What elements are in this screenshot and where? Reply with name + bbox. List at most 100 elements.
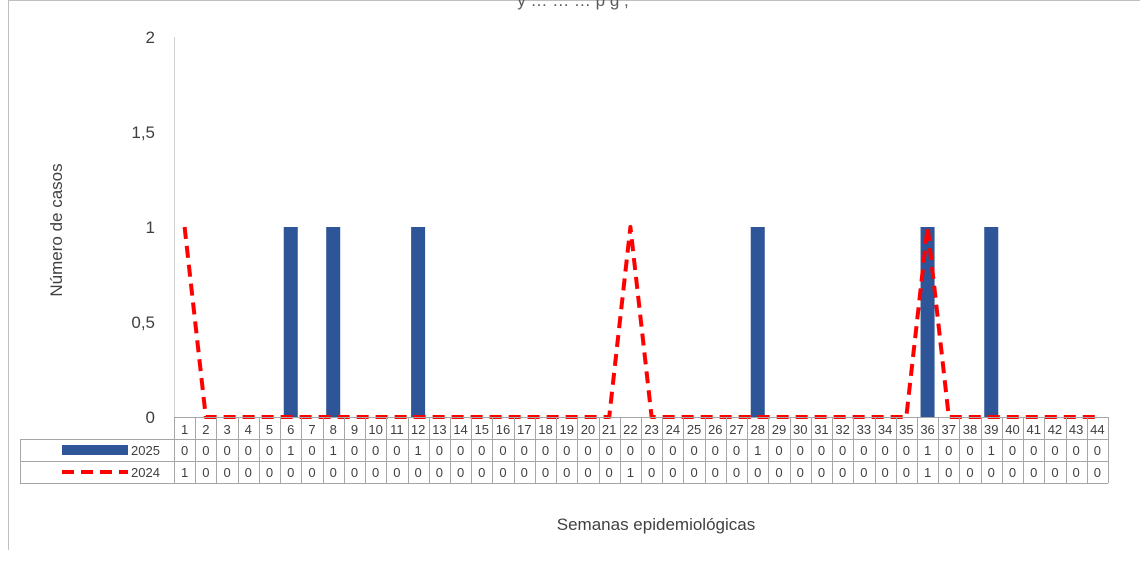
table-value: 0 bbox=[499, 465, 506, 480]
table-value: 0 bbox=[584, 465, 591, 480]
table-value: 0 bbox=[881, 465, 888, 480]
table-value: 0 bbox=[584, 443, 591, 458]
x-tick-label: 44 bbox=[1090, 422, 1104, 437]
bar-2025 bbox=[984, 227, 999, 417]
data-table: 1 2 3 4 5 6 7 8 9 10 11 12 13 14 15 16 17 18 19 20 21 22 23 24 2… bbox=[20, 417, 1109, 484]
table-value: 0 bbox=[202, 465, 209, 480]
table-value: 0 bbox=[266, 465, 273, 480]
x-tick-label: 27 bbox=[729, 422, 743, 437]
table-value: 1 bbox=[988, 443, 995, 458]
table-value: 0 bbox=[1094, 443, 1101, 458]
table-value: 0 bbox=[351, 465, 358, 480]
x-tick-label: 18 bbox=[538, 422, 552, 437]
x-tick-label: 31 bbox=[814, 422, 828, 437]
x-tick-label: 26 bbox=[708, 422, 722, 437]
table-value: 1 bbox=[414, 443, 421, 458]
table-value: 0 bbox=[436, 443, 443, 458]
x-tick-label: 6 bbox=[287, 422, 294, 437]
x-tick-label: 28 bbox=[751, 422, 765, 437]
table-value: 0 bbox=[839, 443, 846, 458]
table-value: 0 bbox=[542, 443, 549, 458]
x-tick-label: 34 bbox=[878, 422, 892, 437]
x-tick-label: 40 bbox=[1005, 422, 1019, 437]
table-value: 0 bbox=[287, 465, 294, 480]
legend-label: 2025 bbox=[131, 443, 160, 458]
table-value: 0 bbox=[818, 443, 825, 458]
table-value: 0 bbox=[881, 443, 888, 458]
table-value: 0 bbox=[648, 465, 655, 480]
table-value: 0 bbox=[1051, 443, 1058, 458]
table-value: 0 bbox=[945, 465, 952, 480]
table-value: 0 bbox=[436, 465, 443, 480]
legend-label: 2024 bbox=[131, 465, 160, 480]
x-tick-label: 9 bbox=[351, 422, 358, 437]
table-value: 0 bbox=[308, 443, 315, 458]
bar-2025 bbox=[750, 227, 765, 417]
table-value: 0 bbox=[945, 443, 952, 458]
table-value: 0 bbox=[690, 465, 697, 480]
line-2024-path bbox=[182, 225, 1098, 419]
x-tick-label: 7 bbox=[308, 422, 315, 437]
y-tick-label: 1,5 bbox=[131, 123, 155, 142]
bar-2025 bbox=[411, 227, 426, 417]
x-tick-label: 17 bbox=[517, 422, 531, 437]
x-tick-label: 13 bbox=[432, 422, 446, 437]
table-value: 0 bbox=[839, 465, 846, 480]
x-tick-label: 41 bbox=[1026, 422, 1040, 437]
table-value: 0 bbox=[818, 465, 825, 480]
table-value: 0 bbox=[478, 443, 485, 458]
table-value: 0 bbox=[223, 443, 230, 458]
table-value: 0 bbox=[775, 443, 782, 458]
x-tick-label: 4 bbox=[245, 422, 252, 437]
bar-2025 bbox=[326, 227, 341, 417]
x-tick-label: 38 bbox=[963, 422, 977, 437]
table-value: 0 bbox=[372, 465, 379, 480]
chart-title: y … … … p g , bbox=[517, 0, 628, 10]
x-tick-label: 23 bbox=[644, 422, 658, 437]
bar-2025 bbox=[283, 227, 298, 417]
x-tick-label: 14 bbox=[453, 422, 467, 437]
table-value: 0 bbox=[202, 443, 209, 458]
table-value: 0 bbox=[1073, 443, 1080, 458]
x-tick-label: 39 bbox=[984, 422, 998, 437]
table-value: 0 bbox=[181, 443, 188, 458]
table-value: 0 bbox=[1030, 443, 1037, 458]
x-tick-label: 19 bbox=[559, 422, 573, 437]
table-value: 0 bbox=[903, 443, 910, 458]
table-value: 0 bbox=[690, 443, 697, 458]
x-tick-label: 25 bbox=[687, 422, 701, 437]
table-value: 0 bbox=[648, 443, 655, 458]
x-tick-label: 30 bbox=[793, 422, 807, 437]
x-tick-label: 21 bbox=[602, 422, 616, 437]
x-tick-label: 8 bbox=[330, 422, 337, 437]
table-value: 0 bbox=[542, 465, 549, 480]
table-value: 0 bbox=[627, 443, 634, 458]
table-value: 0 bbox=[308, 465, 315, 480]
x-tick-label: 42 bbox=[1048, 422, 1062, 437]
table-value: 0 bbox=[860, 465, 867, 480]
x-tick-label: 5 bbox=[266, 422, 273, 437]
table-value: 1 bbox=[754, 443, 761, 458]
y-tick-label: 2 bbox=[146, 28, 155, 47]
table-value: 0 bbox=[245, 465, 252, 480]
x-tick-label: 11 bbox=[390, 422, 404, 437]
table-value: 0 bbox=[966, 443, 973, 458]
x-tick-label: 22 bbox=[623, 422, 637, 437]
table-value: 0 bbox=[414, 465, 421, 480]
table-value: 0 bbox=[393, 443, 400, 458]
x-tick-label: 10 bbox=[368, 422, 382, 437]
table-value: 0 bbox=[1009, 443, 1016, 458]
table-value: 0 bbox=[521, 465, 528, 480]
x-tick-label: 29 bbox=[772, 422, 786, 437]
table-value: 0 bbox=[712, 443, 719, 458]
x-tick-label: 20 bbox=[581, 422, 595, 437]
table-value: 0 bbox=[266, 443, 273, 458]
series-2024-line bbox=[182, 225, 1098, 419]
table-value: 0 bbox=[733, 465, 740, 480]
table-value: 0 bbox=[733, 443, 740, 458]
table-value: 0 bbox=[1073, 465, 1080, 480]
x-tick-label: 24 bbox=[666, 422, 680, 437]
x-tick-label: 16 bbox=[496, 422, 510, 437]
y-tick-label: 0 bbox=[146, 408, 155, 427]
table-value: 0 bbox=[966, 465, 973, 480]
